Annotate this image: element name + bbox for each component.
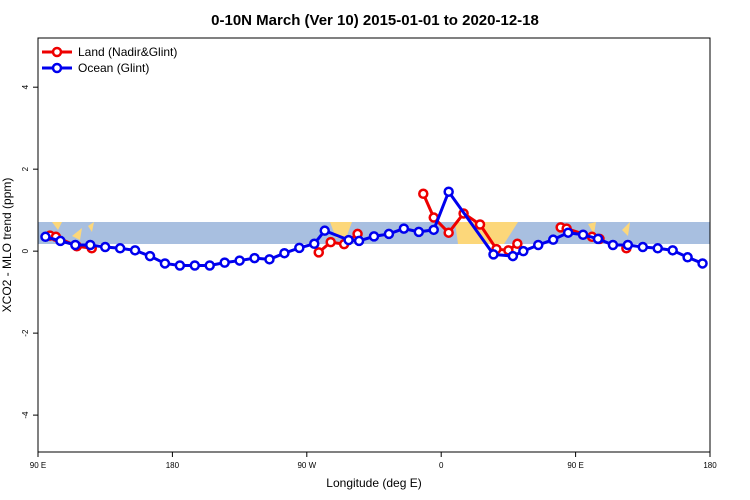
point — [383, 228, 395, 240]
point — [313, 247, 324, 258]
point — [174, 260, 186, 271]
point — [114, 243, 126, 254]
point — [474, 219, 486, 230]
point — [592, 233, 604, 245]
x-tick-label: 90 E — [567, 461, 583, 470]
point — [518, 245, 529, 257]
point — [577, 229, 589, 241]
point — [249, 252, 260, 264]
y-tick-label: -4 — [21, 411, 30, 419]
x-axis-label: Longitude (deg E) — [326, 476, 421, 490]
point — [533, 239, 544, 251]
point — [622, 239, 634, 251]
y-tick-label: -2 — [21, 329, 30, 337]
legend-marker — [51, 46, 63, 58]
legend-label: Land (Nadir&Glint) — [78, 45, 177, 59]
land-asia — [588, 222, 596, 234]
point — [398, 223, 410, 234]
point — [189, 260, 201, 271]
land-asia — [72, 228, 82, 240]
point — [159, 258, 171, 269]
y-axis-label: XCO2 - MLO trend (ppm) — [0, 178, 14, 313]
land-asia — [52, 222, 62, 230]
y-tick-label: 4 — [21, 84, 30, 89]
point — [144, 250, 156, 262]
point — [279, 247, 290, 259]
point — [488, 249, 499, 260]
point — [353, 235, 365, 247]
point — [413, 226, 425, 238]
x-tick-label: 90 W — [297, 461, 316, 470]
legend-label: Ocean (Glint) — [78, 61, 149, 75]
point — [219, 257, 230, 268]
x-tick-label: 180 — [703, 461, 717, 470]
x-tick-label: 0 — [439, 461, 444, 470]
x-tick-label: 180 — [166, 461, 180, 470]
y-tick-label: 0 — [21, 248, 30, 253]
point — [343, 234, 354, 246]
point — [418, 188, 429, 200]
point — [234, 255, 245, 266]
point — [294, 242, 305, 254]
point — [325, 236, 336, 248]
point — [264, 254, 275, 265]
point — [682, 252, 693, 263]
point — [443, 227, 454, 238]
point — [85, 239, 96, 251]
point — [652, 243, 663, 254]
point — [507, 250, 519, 262]
point — [547, 234, 559, 245]
point — [697, 258, 708, 269]
point — [204, 260, 215, 271]
legend-marker — [51, 62, 63, 74]
point — [607, 239, 619, 251]
point — [562, 227, 574, 238]
chart-title: 0-10N March (Ver 10) 2015-01-01 to 2020-… — [211, 12, 539, 29]
point — [667, 245, 678, 256]
point — [319, 225, 330, 236]
land-asia — [622, 222, 630, 236]
point — [55, 235, 66, 247]
plot-frame — [37, 37, 711, 453]
point — [309, 238, 320, 250]
point — [443, 186, 454, 197]
land-asia — [88, 222, 94, 232]
point — [129, 245, 141, 256]
point — [637, 241, 649, 253]
point — [70, 239, 81, 251]
point — [40, 231, 51, 243]
point — [428, 224, 439, 236]
point — [368, 231, 380, 242]
point — [512, 238, 523, 250]
point — [99, 241, 111, 253]
y-tick-label: 2 — [21, 166, 30, 171]
x-tick-label: 90 E — [30, 461, 46, 470]
